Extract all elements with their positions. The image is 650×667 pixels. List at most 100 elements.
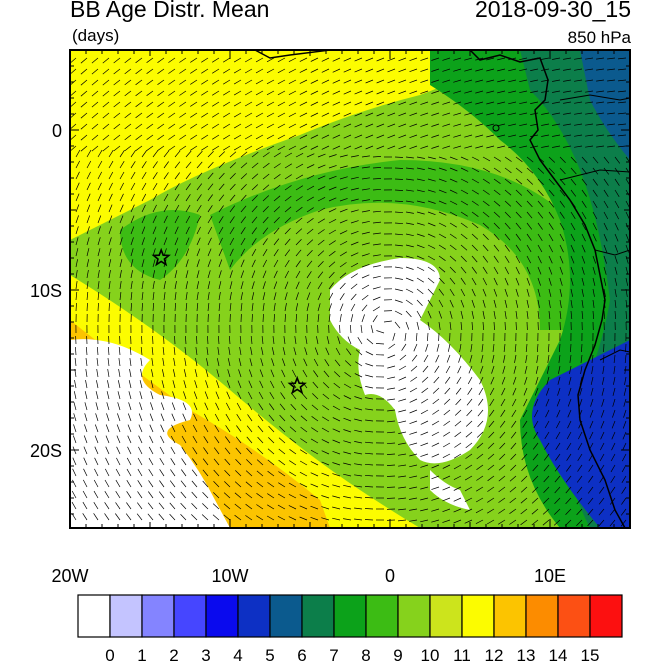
wind-barb bbox=[453, 508, 462, 513]
wind-barb bbox=[218, 226, 224, 235]
wind-barb bbox=[497, 112, 506, 116]
wind-barb bbox=[502, 365, 506, 374]
wind-barb bbox=[91, 68, 99, 75]
wind-barb bbox=[576, 519, 583, 527]
wind-barb bbox=[86, 171, 91, 180]
wind-barb bbox=[453, 101, 462, 105]
wind-barb bbox=[416, 189, 425, 193]
wind-barb bbox=[343, 383, 352, 389]
wind-barb bbox=[106, 413, 110, 422]
lat-label: 20S bbox=[30, 441, 62, 461]
wind-barb bbox=[321, 506, 330, 510]
wind-barb bbox=[203, 424, 209, 433]
wind-barb bbox=[127, 424, 132, 433]
wind-barb bbox=[86, 291, 89, 301]
wind-barb bbox=[475, 79, 484, 83]
wind-barb bbox=[398, 145, 407, 150]
wind-barb bbox=[288, 68, 297, 74]
wind-barb bbox=[94, 457, 99, 466]
wind-barb bbox=[533, 409, 539, 418]
wind-barb bbox=[141, 259, 145, 268]
wind-barb bbox=[107, 346, 110, 356]
wind-barb bbox=[102, 112, 110, 119]
wind-barb bbox=[185, 150, 192, 158]
wind-barb bbox=[482, 211, 490, 218]
wind-barb bbox=[581, 266, 585, 275]
wind-barb bbox=[255, 101, 264, 107]
wind-barb bbox=[570, 277, 574, 286]
wind-barb bbox=[159, 458, 165, 466]
wind-barb bbox=[375, 343, 385, 345]
wind-barb bbox=[207, 172, 214, 180]
wind-barb bbox=[530, 101, 539, 104]
wind-barb bbox=[185, 292, 188, 301]
wind-barb bbox=[398, 123, 407, 128]
wind-barb bbox=[386, 431, 396, 434]
wind-barb bbox=[259, 369, 264, 378]
wind-barb bbox=[207, 292, 210, 301]
wind-barb bbox=[499, 453, 506, 460]
wind-barb bbox=[498, 497, 506, 503]
wind-barb bbox=[574, 68, 583, 71]
wind-barb bbox=[244, 145, 253, 151]
wind-barb bbox=[416, 288, 424, 295]
wind-barb bbox=[262, 227, 269, 235]
wind-barb bbox=[398, 508, 407, 511]
wind-barb bbox=[321, 472, 330, 477]
wind-barb bbox=[548, 222, 554, 230]
wind-barb bbox=[223, 514, 231, 521]
wind-barb bbox=[174, 161, 181, 169]
colorbar-label: 2 bbox=[169, 646, 178, 665]
wind-barb bbox=[163, 161, 169, 169]
colorbar-swatch bbox=[77, 594, 111, 638]
wind-barb bbox=[137, 480, 143, 488]
wind-barb bbox=[141, 335, 143, 345]
wind-barb bbox=[157, 68, 165, 74]
wind-barb bbox=[588, 475, 594, 483]
wind-barb bbox=[322, 405, 330, 411]
wind-barb bbox=[513, 365, 517, 374]
wind-barb bbox=[130, 182, 136, 191]
wind-barb bbox=[262, 249, 268, 257]
wind-barb bbox=[555, 453, 561, 461]
colorbar-label: 14 bbox=[549, 646, 568, 665]
lon-label: 10W bbox=[211, 566, 248, 586]
wind-barb bbox=[427, 255, 436, 261]
wind-barb bbox=[354, 485, 363, 488]
wind-barb bbox=[148, 446, 154, 455]
wind-barb bbox=[470, 343, 473, 352]
wind-barb bbox=[72, 479, 77, 488]
wind-barb bbox=[141, 302, 143, 312]
wind-barb bbox=[570, 266, 574, 275]
wind-barb bbox=[185, 270, 189, 279]
wind-barb bbox=[207, 151, 214, 158]
wind-barb bbox=[543, 475, 550, 483]
wind-barb bbox=[372, 296, 381, 301]
wind-barb bbox=[544, 442, 550, 450]
wind-barb bbox=[113, 101, 121, 108]
wind-barb bbox=[365, 145, 374, 150]
wind-barb bbox=[526, 244, 532, 253]
wind-barb bbox=[365, 101, 374, 106]
wind-barb bbox=[449, 310, 453, 319]
wind-barb bbox=[235, 458, 242, 466]
wind-barb bbox=[240, 303, 243, 312]
wind-barb bbox=[130, 161, 136, 169]
wind-barb bbox=[108, 160, 114, 169]
wind-barb bbox=[196, 259, 200, 268]
wind-barb bbox=[460, 222, 468, 228]
wind-barb bbox=[346, 348, 352, 356]
wind-barb bbox=[306, 218, 314, 224]
wind-barb bbox=[574, 57, 583, 60]
lat-label: 10S bbox=[30, 281, 62, 301]
wind-barb bbox=[157, 90, 165, 96]
wind-barb bbox=[141, 193, 147, 202]
wind-barb bbox=[566, 431, 572, 440]
wind-barb bbox=[394, 200, 404, 202]
wind-barb bbox=[464, 486, 473, 492]
wind-barb bbox=[266, 515, 275, 521]
wind-barb bbox=[365, 374, 374, 378]
wind-barb bbox=[212, 79, 220, 85]
wind-barb bbox=[150, 380, 154, 389]
wind-barb bbox=[251, 303, 254, 312]
